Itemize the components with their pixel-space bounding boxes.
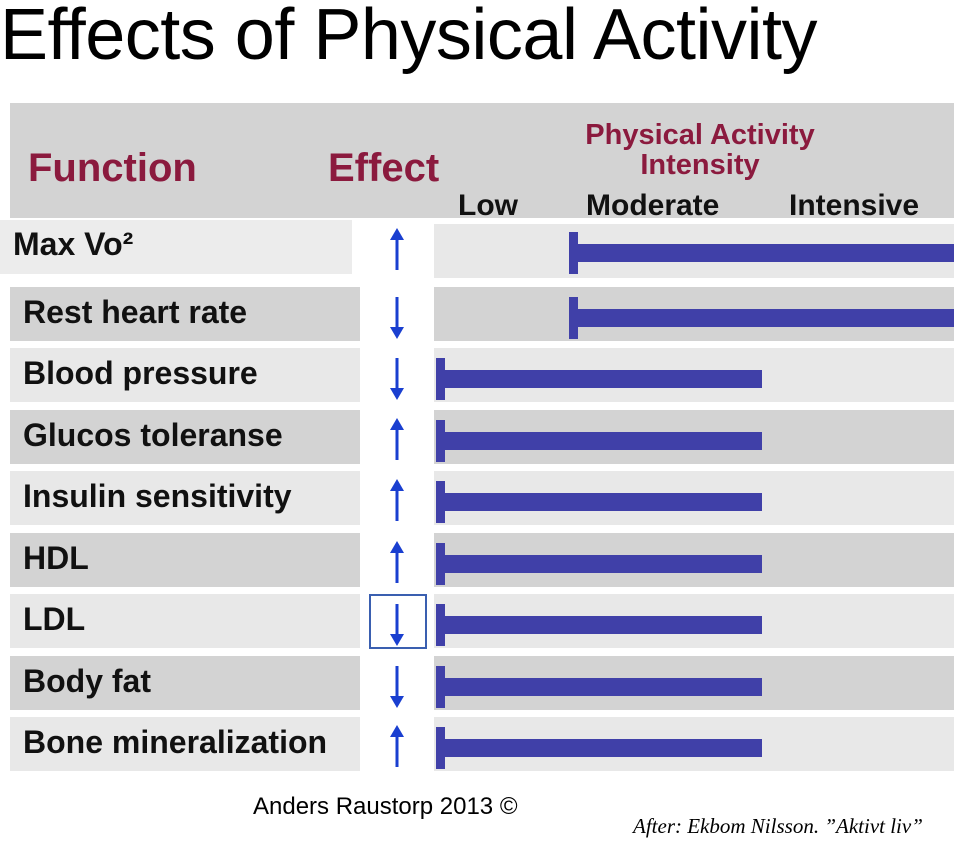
function-cell: Glucos toleranse	[10, 410, 360, 464]
function-cell: Max Vo²	[0, 220, 352, 274]
function-cell: HDL	[10, 533, 360, 587]
intensity-bar	[436, 432, 762, 450]
arrow-down-icon	[390, 666, 404, 708]
intensity-bar	[569, 309, 954, 327]
ldl-effect-highlight	[369, 594, 427, 649]
function-label: Rest heart rate	[23, 294, 248, 330]
intensity-bar	[436, 616, 762, 634]
function-header: Function	[28, 146, 197, 190]
function-cell: Rest heart rate	[10, 287, 360, 341]
arrow-up-icon	[390, 228, 404, 270]
arrow-up-icon	[390, 541, 404, 583]
arrow-down-icon	[390, 604, 404, 646]
page-title: Effects of Physical Activity	[0, 0, 818, 75]
header-band	[10, 103, 954, 218]
arrow-up-icon	[390, 418, 404, 460]
function-label: Max Vo²	[13, 226, 134, 262]
function-label: HDL	[23, 540, 89, 576]
intensity-bar	[436, 493, 762, 511]
function-cell: Body fat	[10, 656, 360, 710]
arrow-down-icon	[390, 297, 404, 339]
function-cell: Insulin sensitivity	[10, 471, 360, 525]
level-low: Low	[458, 189, 518, 222]
copyright-footer: Anders Raustorp 2013 ©	[253, 793, 518, 820]
source-citation: After: Ekbom Nilsson. ”Aktivt liv”	[633, 814, 923, 838]
function-label: Blood pressure	[23, 355, 258, 391]
function-cell: Blood pressure	[10, 348, 360, 402]
function-label: Bone mineralization	[23, 724, 328, 760]
intensity-bar	[436, 678, 762, 696]
function-cell: Bone mineralization	[10, 717, 360, 771]
arrow-down-icon	[390, 358, 404, 400]
intensity-bar	[436, 555, 762, 573]
intensity-header-line1: Physical Activity	[585, 119, 815, 151]
function-cell: LDL	[10, 594, 360, 648]
intensity-bar	[569, 244, 954, 262]
level-moderate: Moderate	[586, 189, 720, 222]
intensity-bar	[436, 739, 762, 757]
level-intensive: Intensive	[789, 189, 920, 222]
arrow-up-icon	[390, 725, 404, 767]
function-label: Insulin sensitivity	[23, 478, 292, 514]
arrow-up-icon	[390, 479, 404, 521]
function-label: LDL	[23, 601, 86, 637]
intensity-header: Physical Activity Intensity	[550, 120, 850, 180]
function-label: Glucos toleranse	[23, 417, 283, 453]
intensity-header-line2: Intensity	[640, 149, 760, 181]
effect-header: Effect	[328, 146, 440, 190]
function-label: Body fat	[23, 663, 151, 699]
intensity-bar	[436, 370, 762, 388]
